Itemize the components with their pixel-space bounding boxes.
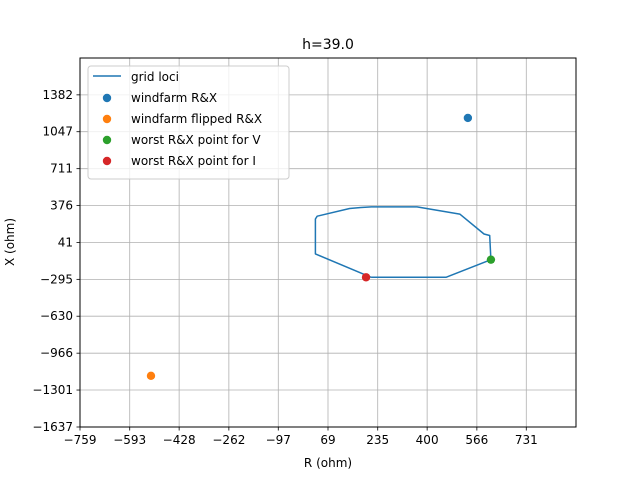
x-tick-label: −97 (266, 433, 291, 447)
x-tick-label: −593 (113, 433, 146, 447)
grid-loci-line (314, 206, 492, 279)
x-axis-label: R (ohm) (304, 456, 352, 470)
x-tick-label: 731 (515, 433, 538, 447)
x-tick-label: −759 (64, 433, 97, 447)
x-axis-ticks: −759 −593 −428 −262 −97 69 235 400 566 731 (64, 427, 538, 447)
legend-label: windfarm flipped R&X (131, 112, 262, 126)
legend-label: windfarm R&X (131, 91, 217, 105)
y-tick-label: 41 (58, 235, 73, 249)
legend-marker-swatch (102, 156, 112, 166)
chart-title: h=39.0 (302, 37, 354, 53)
y-axis-label: X (ohm) (3, 218, 17, 266)
y-axis-ticks: −1637 −1301 −966 −630 −295 41 376 711 1047 1382 (32, 88, 80, 434)
x-tick-label: 69 (320, 433, 335, 447)
y-tick-label: −966 (40, 346, 73, 360)
y-tick-label: −1637 (32, 420, 73, 434)
legend-label: grid loci (131, 70, 179, 84)
data-point (486, 255, 496, 264)
x-tick-label: 235 (366, 433, 389, 447)
y-tick-label: 711 (50, 162, 73, 176)
x-tick-label: −262 (212, 433, 245, 447)
legend-label: worst R&X point for I (131, 154, 256, 168)
data-point (146, 371, 156, 381)
y-tick-label: −630 (40, 309, 73, 323)
y-tick-label: −1301 (32, 383, 73, 397)
legend-marker-swatch (102, 135, 112, 145)
legend-box (87, 65, 290, 180)
x-tick-label: −428 (163, 433, 196, 447)
data-point (361, 273, 371, 282)
x-tick-label: 566 (465, 433, 488, 447)
legend-marker-swatch (102, 93, 112, 103)
y-tick-label: 1382 (42, 88, 73, 102)
y-tick-label: 1047 (42, 125, 73, 139)
legend: grid loci windfarm R&X windfarm flipped R&… (87, 65, 290, 180)
legend-label: worst R&X point for V (131, 133, 261, 147)
y-tick-label: 376 (50, 199, 73, 213)
data-point (463, 113, 473, 123)
plot-series (146, 113, 496, 381)
y-tick-label: −295 (40, 272, 73, 286)
legend-marker-swatch (102, 114, 112, 124)
x-tick-label: 400 (416, 433, 439, 447)
